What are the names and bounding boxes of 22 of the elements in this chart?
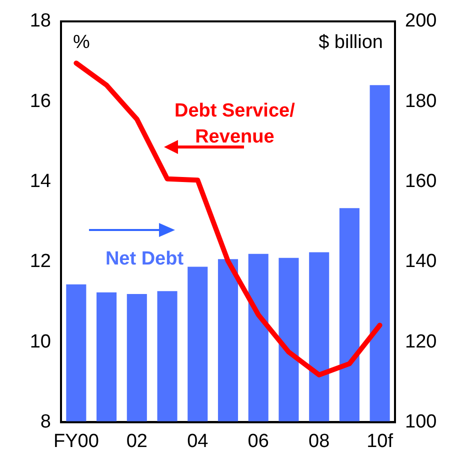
y-tick-label: 12: [30, 251, 51, 272]
x-tick-label: 04: [187, 430, 209, 452]
y2-tick-label: 100: [405, 411, 437, 432]
y2-tick-label: 140: [405, 251, 437, 272]
y2-tick-label: 160: [405, 170, 437, 192]
y-tick-label: 8: [40, 411, 51, 432]
y2-tick-label: 120: [405, 331, 437, 352]
x-tick-label: FY00: [53, 430, 99, 452]
y2-axis-title: $ billion: [318, 32, 383, 54]
y-tick-label: 18: [30, 10, 51, 32]
x-tick-label: 08: [308, 430, 330, 452]
series-label: Net Debt: [105, 248, 184, 270]
y-tick-label: 10: [30, 331, 51, 352]
x-tick-label: 10f: [366, 430, 394, 452]
y2-tick-label: 200: [405, 10, 437, 32]
x-tick-label: 06: [248, 430, 269, 452]
y-tick-label: 16: [30, 90, 51, 112]
x-tick-label: 02: [126, 430, 148, 452]
y2-tick-label: 180: [405, 90, 437, 112]
series-label: Debt Service/ Revenue: [174, 100, 296, 148]
y-tick-label: 14: [30, 170, 52, 192]
y-axis-title: %: [73, 32, 90, 54]
